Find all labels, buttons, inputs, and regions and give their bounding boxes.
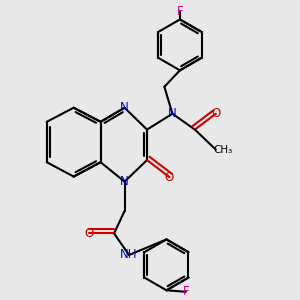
Text: F: F — [183, 285, 189, 298]
Text: NH: NH — [120, 248, 138, 262]
Text: N: N — [168, 107, 177, 120]
Text: O: O — [211, 107, 220, 120]
Text: O: O — [165, 171, 174, 184]
Text: O: O — [84, 227, 93, 240]
Text: F: F — [177, 5, 183, 19]
Text: N: N — [120, 101, 129, 114]
Text: CH₃: CH₃ — [214, 145, 233, 154]
Text: N: N — [120, 175, 129, 188]
